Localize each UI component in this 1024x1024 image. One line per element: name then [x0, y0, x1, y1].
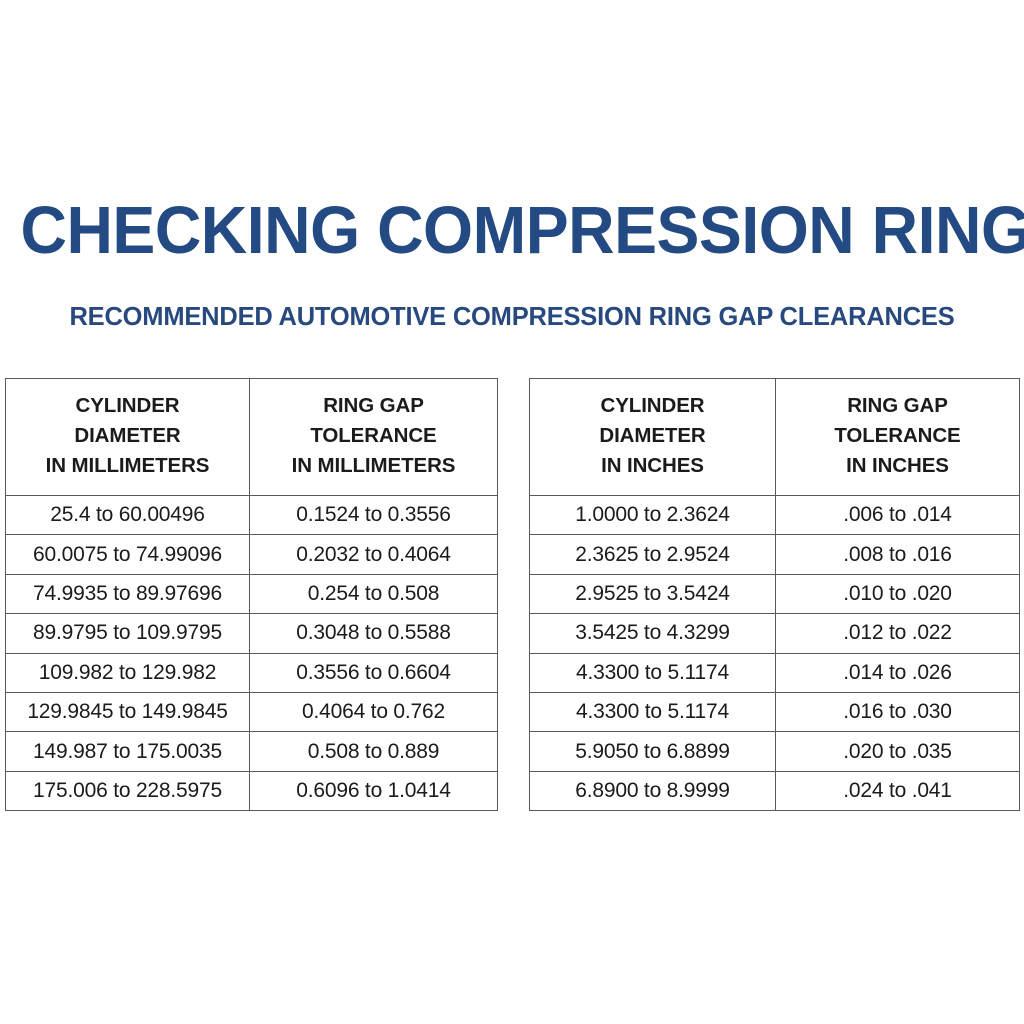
cell-cylinder-diameter: 3.5425 to 4.3299 — [529, 613, 776, 654]
cell-cylinder-diameter: 60.0075 to 74.99096 — [5, 534, 250, 575]
table-row: 5.9050 to 6.8899 .020 to .035 — [529, 731, 1020, 772]
table-row: 2.9525 to 3.5424 .010 to .020 — [529, 573, 1020, 615]
cell-cylinder-diameter: 2.3625 to 2.9524 — [529, 534, 776, 575]
table-row: 74.9935 to 89.97696 0.254 to 0.508 — [5, 573, 498, 615]
cell-ring-gap-tolerance: 0.3048 to 0.5588 — [249, 613, 498, 654]
table-row: 1.0000 to 2.3624 .006 to .014 — [529, 494, 1020, 536]
header-line: RING GAP — [323, 394, 424, 417]
page-title: CHECKING COMPRESSION RING GAPS — [20, 193, 1024, 268]
header-line: RING GAP — [847, 394, 948, 417]
cell-ring-gap-tolerance: 0.254 to 0.508 — [249, 573, 498, 615]
cell-cylinder-diameter: 25.4 to 60.00496 — [5, 494, 250, 536]
title-block: CHECKING COMPRESSION RING GAPS RECOMMEND… — [0, 193, 1024, 332]
table-row: 89.9795 to 109.9795 0.3048 to 0.5588 — [5, 613, 498, 654]
cell-cylinder-diameter: 1.0000 to 2.3624 — [529, 494, 776, 536]
column-header-ring-gap-tolerance-in: RING GAP TOLERANCE IN INCHES — [775, 378, 1020, 496]
table-row: 129.9845 to 149.9845 0.4064 to 0.762 — [5, 691, 498, 733]
cell-ring-gap-tolerance: 0.1524 to 0.3556 — [249, 494, 498, 536]
cell-ring-gap-tolerance: 0.2032 to 0.4064 — [249, 534, 498, 575]
imperial-ring-gap-table: CYLINDER DIAMETER IN INCHES RING GAP TOL… — [529, 378, 1020, 812]
header-line: DIAMETER — [74, 424, 181, 447]
cell-ring-gap-tolerance: .024 to .041 — [775, 770, 1020, 812]
header-line: IN MILLIMETERS — [291, 454, 456, 477]
cell-ring-gap-tolerance: .010 to .020 — [775, 573, 1020, 615]
cell-ring-gap-tolerance: .012 to .022 — [775, 613, 1020, 654]
column-header-cylinder-diameter-in: CYLINDER DIAMETER IN INCHES — [529, 378, 776, 496]
cell-ring-gap-tolerance: .016 to .030 — [775, 691, 1020, 733]
table-row: 25.4 to 60.00496 0.1524 to 0.3556 — [5, 494, 498, 536]
cell-cylinder-diameter: 149.987 to 175.0035 — [5, 731, 250, 772]
table-row: 4.3300 to 5.1174 .014 to .026 — [529, 652, 1020, 693]
table-row: 2.3625 to 2.9524 .008 to .016 — [529, 534, 1020, 575]
cell-ring-gap-tolerance: 0.6096 to 1.0414 — [249, 770, 498, 812]
header-line: IN INCHES — [601, 454, 704, 477]
cell-cylinder-diameter: 129.9845 to 149.9845 — [5, 691, 250, 733]
cell-cylinder-diameter: 5.9050 to 6.8899 — [529, 731, 776, 772]
header-line: TOLERANCE — [310, 424, 437, 447]
table-row: 149.987 to 175.0035 0.508 to 0.889 — [5, 731, 498, 772]
cell-cylinder-diameter: 4.3300 to 5.1174 — [529, 691, 776, 733]
page-subtitle: RECOMMENDED AUTOMOTIVE COMPRESSION RING … — [69, 301, 955, 331]
cell-ring-gap-tolerance: .014 to .026 — [775, 652, 1020, 693]
header-line: TOLERANCE — [834, 424, 961, 447]
cell-cylinder-diameter: 6.8900 to 8.9999 — [529, 770, 776, 812]
cell-cylinder-diameter: 74.9935 to 89.97696 — [5, 573, 250, 615]
header-line: CYLINDER — [600, 394, 705, 417]
header-line: DIAMETER — [599, 424, 706, 447]
table-row: 3.5425 to 4.3299 .012 to .022 — [529, 613, 1020, 654]
table-row: 175.006 to 228.5975 0.6096 to 1.0414 — [5, 770, 498, 812]
table-row: 109.982 to 129.982 0.3556 to 0.6604 — [5, 652, 498, 693]
table-row: 60.0075 to 74.99096 0.2032 to 0.4064 — [5, 534, 498, 575]
cell-cylinder-diameter: 175.006 to 228.5975 — [5, 770, 250, 812]
table-header-row: CYLINDER DIAMETER IN INCHES RING GAP TOL… — [529, 378, 1020, 496]
cell-ring-gap-tolerance: .006 to .014 — [775, 494, 1020, 536]
cell-cylinder-diameter: 89.9795 to 109.9795 — [5, 613, 250, 654]
cell-ring-gap-tolerance: .020 to .035 — [775, 731, 1020, 772]
column-header-cylinder-diameter-mm: CYLINDER DIAMETER IN MILLIMETERS — [5, 378, 250, 496]
cell-cylinder-diameter: 109.982 to 129.982 — [5, 652, 250, 693]
header-line: CYLINDER — [75, 394, 180, 417]
table-header-row: CYLINDER DIAMETER IN MILLIMETERS RING GA… — [5, 378, 498, 496]
header-line: IN MILLIMETERS — [45, 454, 210, 477]
table-row: 6.8900 to 8.9999 .024 to .041 — [529, 770, 1020, 812]
cell-cylinder-diameter: 4.3300 to 5.1174 — [529, 652, 776, 693]
column-header-ring-gap-tolerance-mm: RING GAP TOLERANCE IN MILLIMETERS — [249, 378, 498, 496]
header-line: IN INCHES — [846, 454, 949, 477]
tables-area: CYLINDER DIAMETER IN MILLIMETERS RING GA… — [0, 378, 1024, 812]
metric-ring-gap-table: CYLINDER DIAMETER IN MILLIMETERS RING GA… — [5, 378, 498, 812]
cell-ring-gap-tolerance: 0.508 to 0.889 — [249, 731, 498, 772]
table-row: 4.3300 to 5.1174 .016 to .030 — [529, 691, 1020, 733]
cell-cylinder-diameter: 2.9525 to 3.5424 — [529, 573, 776, 615]
cell-ring-gap-tolerance: 0.3556 to 0.6604 — [249, 652, 498, 693]
cell-ring-gap-tolerance: 0.4064 to 0.762 — [249, 691, 498, 733]
cell-ring-gap-tolerance: .008 to .016 — [775, 534, 1020, 575]
